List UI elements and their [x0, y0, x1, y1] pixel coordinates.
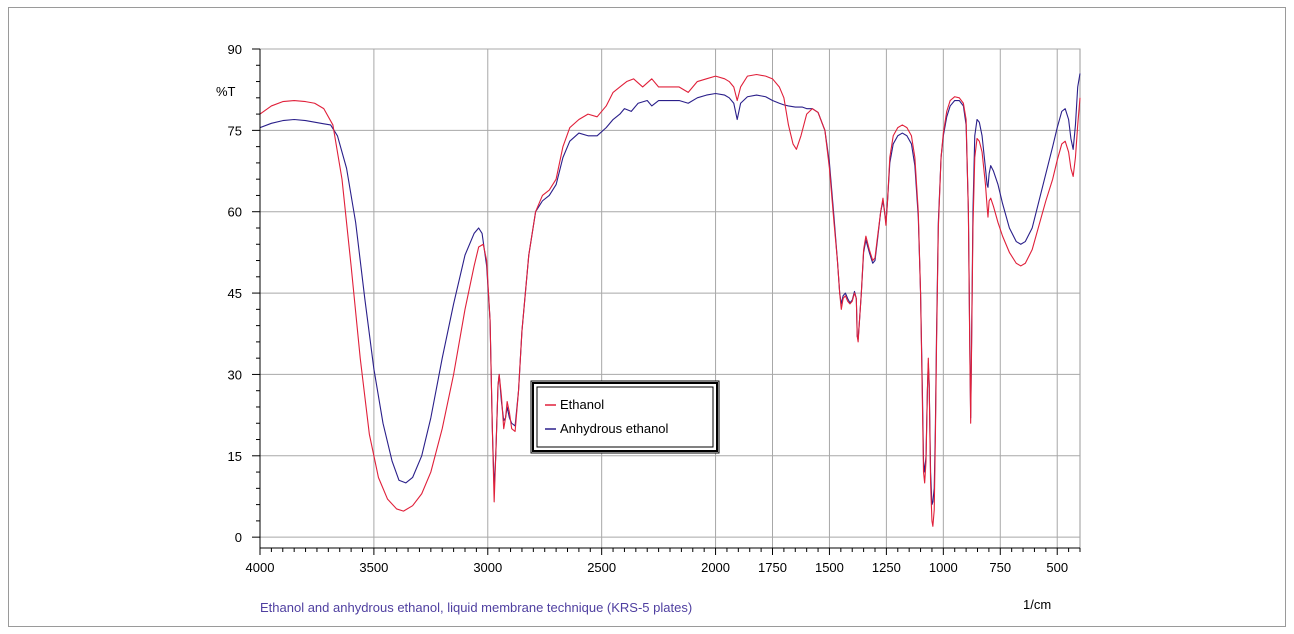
legend-middle-border: [532, 382, 718, 452]
y-tick-label: 0: [235, 530, 242, 545]
x-axis-label: 1/cm: [1023, 597, 1051, 612]
x-tick-label: 1250: [872, 560, 901, 575]
legend-inner-border: [536, 386, 714, 448]
legend: Ethanol Anhydrous ethanol: [530, 380, 720, 454]
x-tick-label: 4000: [246, 560, 275, 575]
x-tick-label: 3000: [473, 560, 502, 575]
y-tick-label: 60: [228, 205, 242, 220]
x-tick-label: 750: [989, 560, 1011, 575]
legend-label-anhydrous-ethanol: Anhydrous ethanol: [560, 421, 669, 436]
chart-caption: Ethanol and anhydrous ethanol, liquid me…: [260, 600, 692, 615]
y-tick-label: 15: [228, 449, 242, 464]
x-tick-label: 500: [1046, 560, 1068, 575]
plot-area-border: [259, 48, 1081, 549]
x-tick-label: 1500: [815, 560, 844, 575]
y-tick-label: 30: [228, 367, 242, 382]
x-tick-label: 1000: [929, 560, 958, 575]
chart-frame: [8, 7, 1286, 627]
grid-lines: [259, 48, 1081, 549]
y-axis-label: %T: [216, 84, 236, 99]
series-lines: [259, 73, 1081, 527]
legend-outer-border: [530, 380, 720, 454]
y-tick-label: 90: [228, 42, 242, 57]
series-line-ethanol: [259, 73, 1081, 527]
x-tick-label: 1750: [758, 560, 787, 575]
x-tick-label: 2000: [701, 560, 730, 575]
legend-label-ethanol: Ethanol: [560, 397, 604, 412]
axes: 4000 3500 3000 2500 2000 1750 1500 1250 1000 750 5…: [228, 42, 1081, 575]
x-tick-label: 2500: [587, 560, 616, 575]
x-tick-label: 3500: [359, 560, 388, 575]
y-tick-label: 75: [228, 123, 242, 138]
y-tick-label: 45: [228, 286, 242, 301]
